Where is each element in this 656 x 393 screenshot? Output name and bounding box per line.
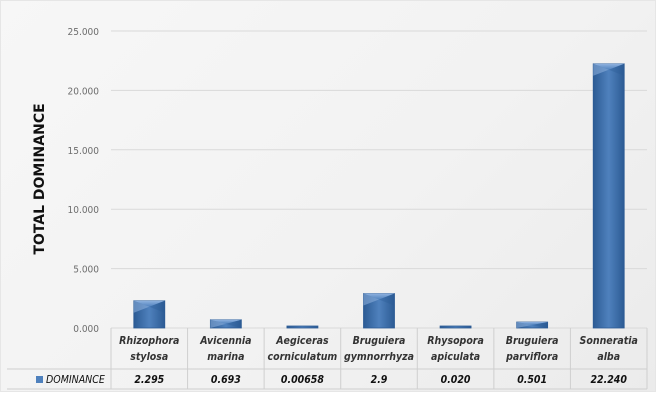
bar xyxy=(363,293,395,329)
x-category-label: Sonneratia alba xyxy=(580,335,638,363)
data-value-label: 0.00658 xyxy=(281,374,324,386)
y-tick-label: 20.000 xyxy=(68,86,100,97)
x-category-label: Rhizophora stylosa xyxy=(119,335,179,363)
bar-bevel-right xyxy=(149,300,165,313)
bar-bevel-top xyxy=(593,63,625,70)
bar-bevel-right xyxy=(532,322,548,328)
y-tick-label: 15.000 xyxy=(68,146,100,157)
bar-body xyxy=(286,325,319,329)
bar xyxy=(133,300,166,329)
bar-bevel-top xyxy=(133,300,165,307)
y-tick-label: 0.000 xyxy=(73,324,99,335)
bar-bevel-left xyxy=(210,319,226,328)
bar xyxy=(209,319,242,329)
data-value-label: 2.9 xyxy=(371,374,388,386)
bar xyxy=(286,325,319,329)
data-value-label: 2.295 xyxy=(134,374,164,386)
bar xyxy=(592,63,625,329)
bars xyxy=(133,63,625,329)
bar-bevel-left xyxy=(516,322,533,328)
bar-body xyxy=(439,325,472,329)
y-tick-label: 10.000 xyxy=(68,205,100,216)
x-category-label: Bruguiera gymnorrhyza xyxy=(344,335,414,363)
x-category-label: Aegiceras corniculatum xyxy=(268,335,338,363)
y-axis-title: TOTAL DOMINANCE xyxy=(32,103,48,254)
legend-key xyxy=(36,376,43,383)
x-category-label: Rhysopora apiculata xyxy=(427,335,484,363)
data-table: Rhizophora stylosa 2.295 Avicennia marina 0.6… xyxy=(7,328,648,390)
data-value-label: 22.240 xyxy=(590,374,627,386)
y-tick-label: 25.000 xyxy=(68,27,100,38)
bar-bevel-left xyxy=(133,300,150,313)
bar-bevel-right xyxy=(608,63,625,76)
data-value-label: 0.693 xyxy=(211,374,241,386)
y-tick-label: 5.000 xyxy=(73,265,99,276)
x-category-label: Bruguiera parviflora xyxy=(505,335,558,363)
y-axis-ticks: 0.000 5.000 10.000 15.000 20.000 25.000 xyxy=(68,27,100,335)
gridlines xyxy=(111,30,647,329)
bar-bevel-top xyxy=(363,293,395,300)
bar-body xyxy=(592,63,625,329)
bar xyxy=(439,325,472,329)
bar-bevel-top xyxy=(516,322,548,326)
bar-bevel-right xyxy=(225,319,242,328)
bar-bevel-left xyxy=(363,293,379,306)
data-value-label: 0.020 xyxy=(441,374,471,386)
x-category-label: Avicennia marina xyxy=(199,335,251,363)
bar-bevel-top xyxy=(210,319,242,324)
bar-bevel-right xyxy=(379,293,395,306)
data-value-label: 0.501 xyxy=(517,374,547,386)
bar-bevel-left xyxy=(593,63,609,76)
legend-label: DOMINANCE xyxy=(46,374,105,386)
bar xyxy=(516,321,549,329)
